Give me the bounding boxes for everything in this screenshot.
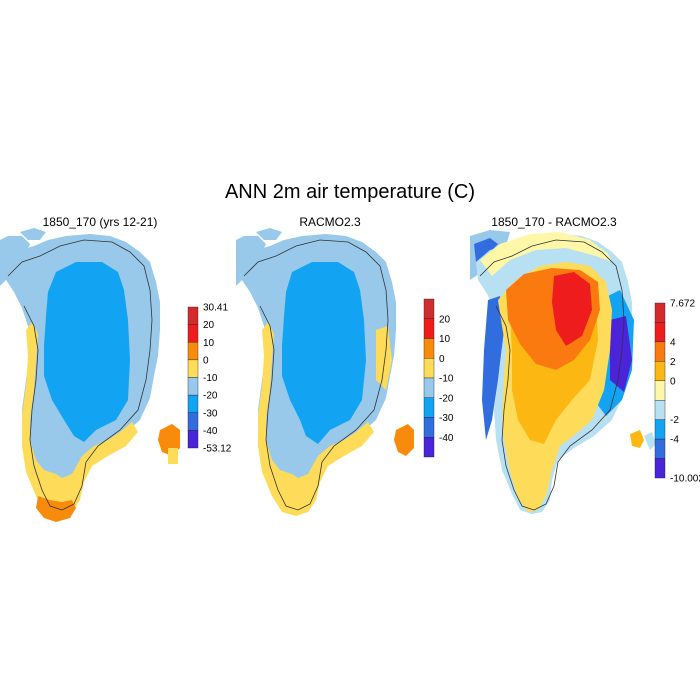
- colorbar-swatch: [654, 361, 666, 381]
- map-diff: [470, 230, 656, 514]
- colorbar-label: -10: [439, 374, 454, 385]
- colorbar-swatch: [654, 458, 666, 479]
- colorbar-swatch: [187, 306, 199, 325]
- map-model: [0, 228, 180, 522]
- colorbar-swatch: [654, 341, 666, 362]
- colorbar-swatch: [654, 400, 666, 420]
- colorbar-swatch: [187, 377, 199, 396]
- colorbar-label: -40: [439, 433, 454, 444]
- colorbar-label: 10: [203, 338, 215, 349]
- colorbar-swatch: [423, 437, 435, 458]
- colorbar-label: 20: [203, 320, 215, 331]
- colorbar-label: 0: [439, 354, 445, 365]
- colorbar-label: -2: [670, 415, 679, 426]
- colorbar-swatch: [423, 318, 435, 339]
- colorbar-swatch: [423, 358, 435, 379]
- colorbar-label: 10: [439, 334, 451, 345]
- colorbar-swatch: [423, 298, 435, 319]
- colorbar-diff: 7.672 4 2 0 -2 -4 -10.002: [654, 299, 700, 485]
- colorbar-label: 30.41: [203, 303, 228, 314]
- colorbar-swatch: [423, 338, 435, 359]
- colorbar-label: -10.002: [670, 474, 700, 485]
- colorbar-model: 30.41 20 10 0 -10 -20 -30 -40 -53.12: [187, 303, 232, 455]
- figure-title: ANN 2m air temperature (C): [224, 181, 476, 203]
- colorbar-swatch: [187, 359, 199, 378]
- colorbar-swatch: [423, 377, 435, 398]
- map-obs: [236, 228, 414, 516]
- colorbar-label: 4: [670, 337, 676, 348]
- colorbar-swatch: [654, 419, 666, 440]
- colorbar-label: 20: [439, 314, 451, 325]
- colorbar-swatch: [654, 380, 666, 401]
- colorbar-obs: 20 10 0 -10 -20 -30 -40: [423, 298, 454, 458]
- colorbar-label: -30: [439, 413, 454, 424]
- colorbar-swatch: [187, 324, 199, 343]
- colorbar-swatch: [187, 342, 199, 361]
- colorbar-label: -20: [203, 391, 218, 402]
- colorbar-swatch: [187, 430, 199, 449]
- colorbar-swatch: [187, 394, 199, 413]
- panel-title-diff: 1850_170 - RACMO2.3: [491, 215, 617, 229]
- colorbar-swatch: [654, 302, 666, 323]
- colorbar-swatch: [187, 412, 199, 431]
- panel-title-model: 1850_170 (yrs 12-21): [42, 215, 158, 229]
- colorbar-label: -53.12: [203, 444, 232, 455]
- colorbar-label: 0: [670, 376, 676, 387]
- colorbar-swatch: [423, 397, 435, 418]
- colorbar-label: -4: [670, 435, 679, 446]
- colorbar-swatch: [654, 322, 666, 343]
- colorbar-swatch: [654, 438, 666, 459]
- colorbar-label: -20: [439, 393, 454, 404]
- panel-title-obs: RACMO2.3: [299, 215, 361, 229]
- colorbar-label: 7.672: [670, 299, 695, 310]
- colorbar-label: 0: [203, 355, 209, 366]
- colorbar-label: -30: [203, 408, 218, 419]
- colorbar-label: 2: [670, 357, 676, 368]
- colorbar-label: -40: [203, 426, 218, 437]
- colorbar-label: -10: [203, 373, 218, 384]
- colorbar-swatch: [423, 417, 435, 438]
